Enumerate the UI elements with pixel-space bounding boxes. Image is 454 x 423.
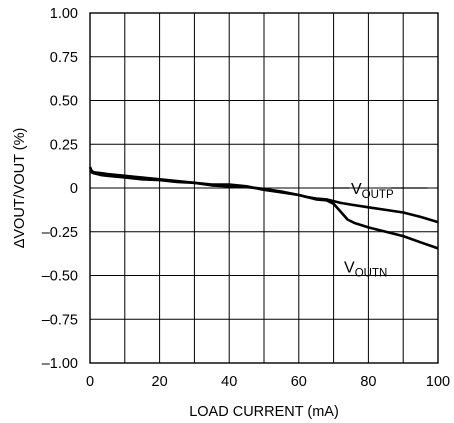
- x-tick-label: 20: [152, 374, 168, 390]
- y-tick-label: –0.75: [42, 312, 78, 328]
- x-tick-label: 0: [86, 374, 94, 390]
- y-axis-title: ΔVOUT/VOUT (%): [12, 128, 28, 249]
- y-tick-label: 0.50: [50, 94, 78, 110]
- series-label-voutn: VOUTN: [344, 260, 387, 280]
- y-tick-label: 0.25: [50, 137, 78, 153]
- y-tick-label: –1.00: [42, 356, 78, 372]
- x-tick-label: 40: [221, 374, 237, 390]
- series-label-voutp: VOUTP: [351, 181, 394, 201]
- y-tick-label: –0.50: [42, 269, 78, 285]
- series-lines: [88, 166, 439, 250]
- x-tick-label: 80: [360, 374, 376, 390]
- y-tick-label: 1.00: [50, 6, 78, 22]
- series-line-voutn: [88, 169, 439, 250]
- y-tick-label: 0.75: [50, 50, 78, 66]
- x-tick-labels: 0 20 40 60 80 100: [86, 374, 450, 390]
- plot-frame: [89, 12, 439, 364]
- x-tick-label: 60: [291, 374, 307, 390]
- y-tick-label: 0: [70, 181, 78, 197]
- series-labels: VOUTP VOUTN: [331, 181, 428, 280]
- x-axis-title: LOAD CURRENT (mA): [189, 404, 339, 420]
- y-tick-label: –0.25: [42, 225, 78, 241]
- x-tick-label: 100: [426, 374, 450, 390]
- y-tick-labels: 1.00 0.75 0.50 0.25 0 –0.25 –0.50 –0.75 –1.00: [42, 6, 78, 372]
